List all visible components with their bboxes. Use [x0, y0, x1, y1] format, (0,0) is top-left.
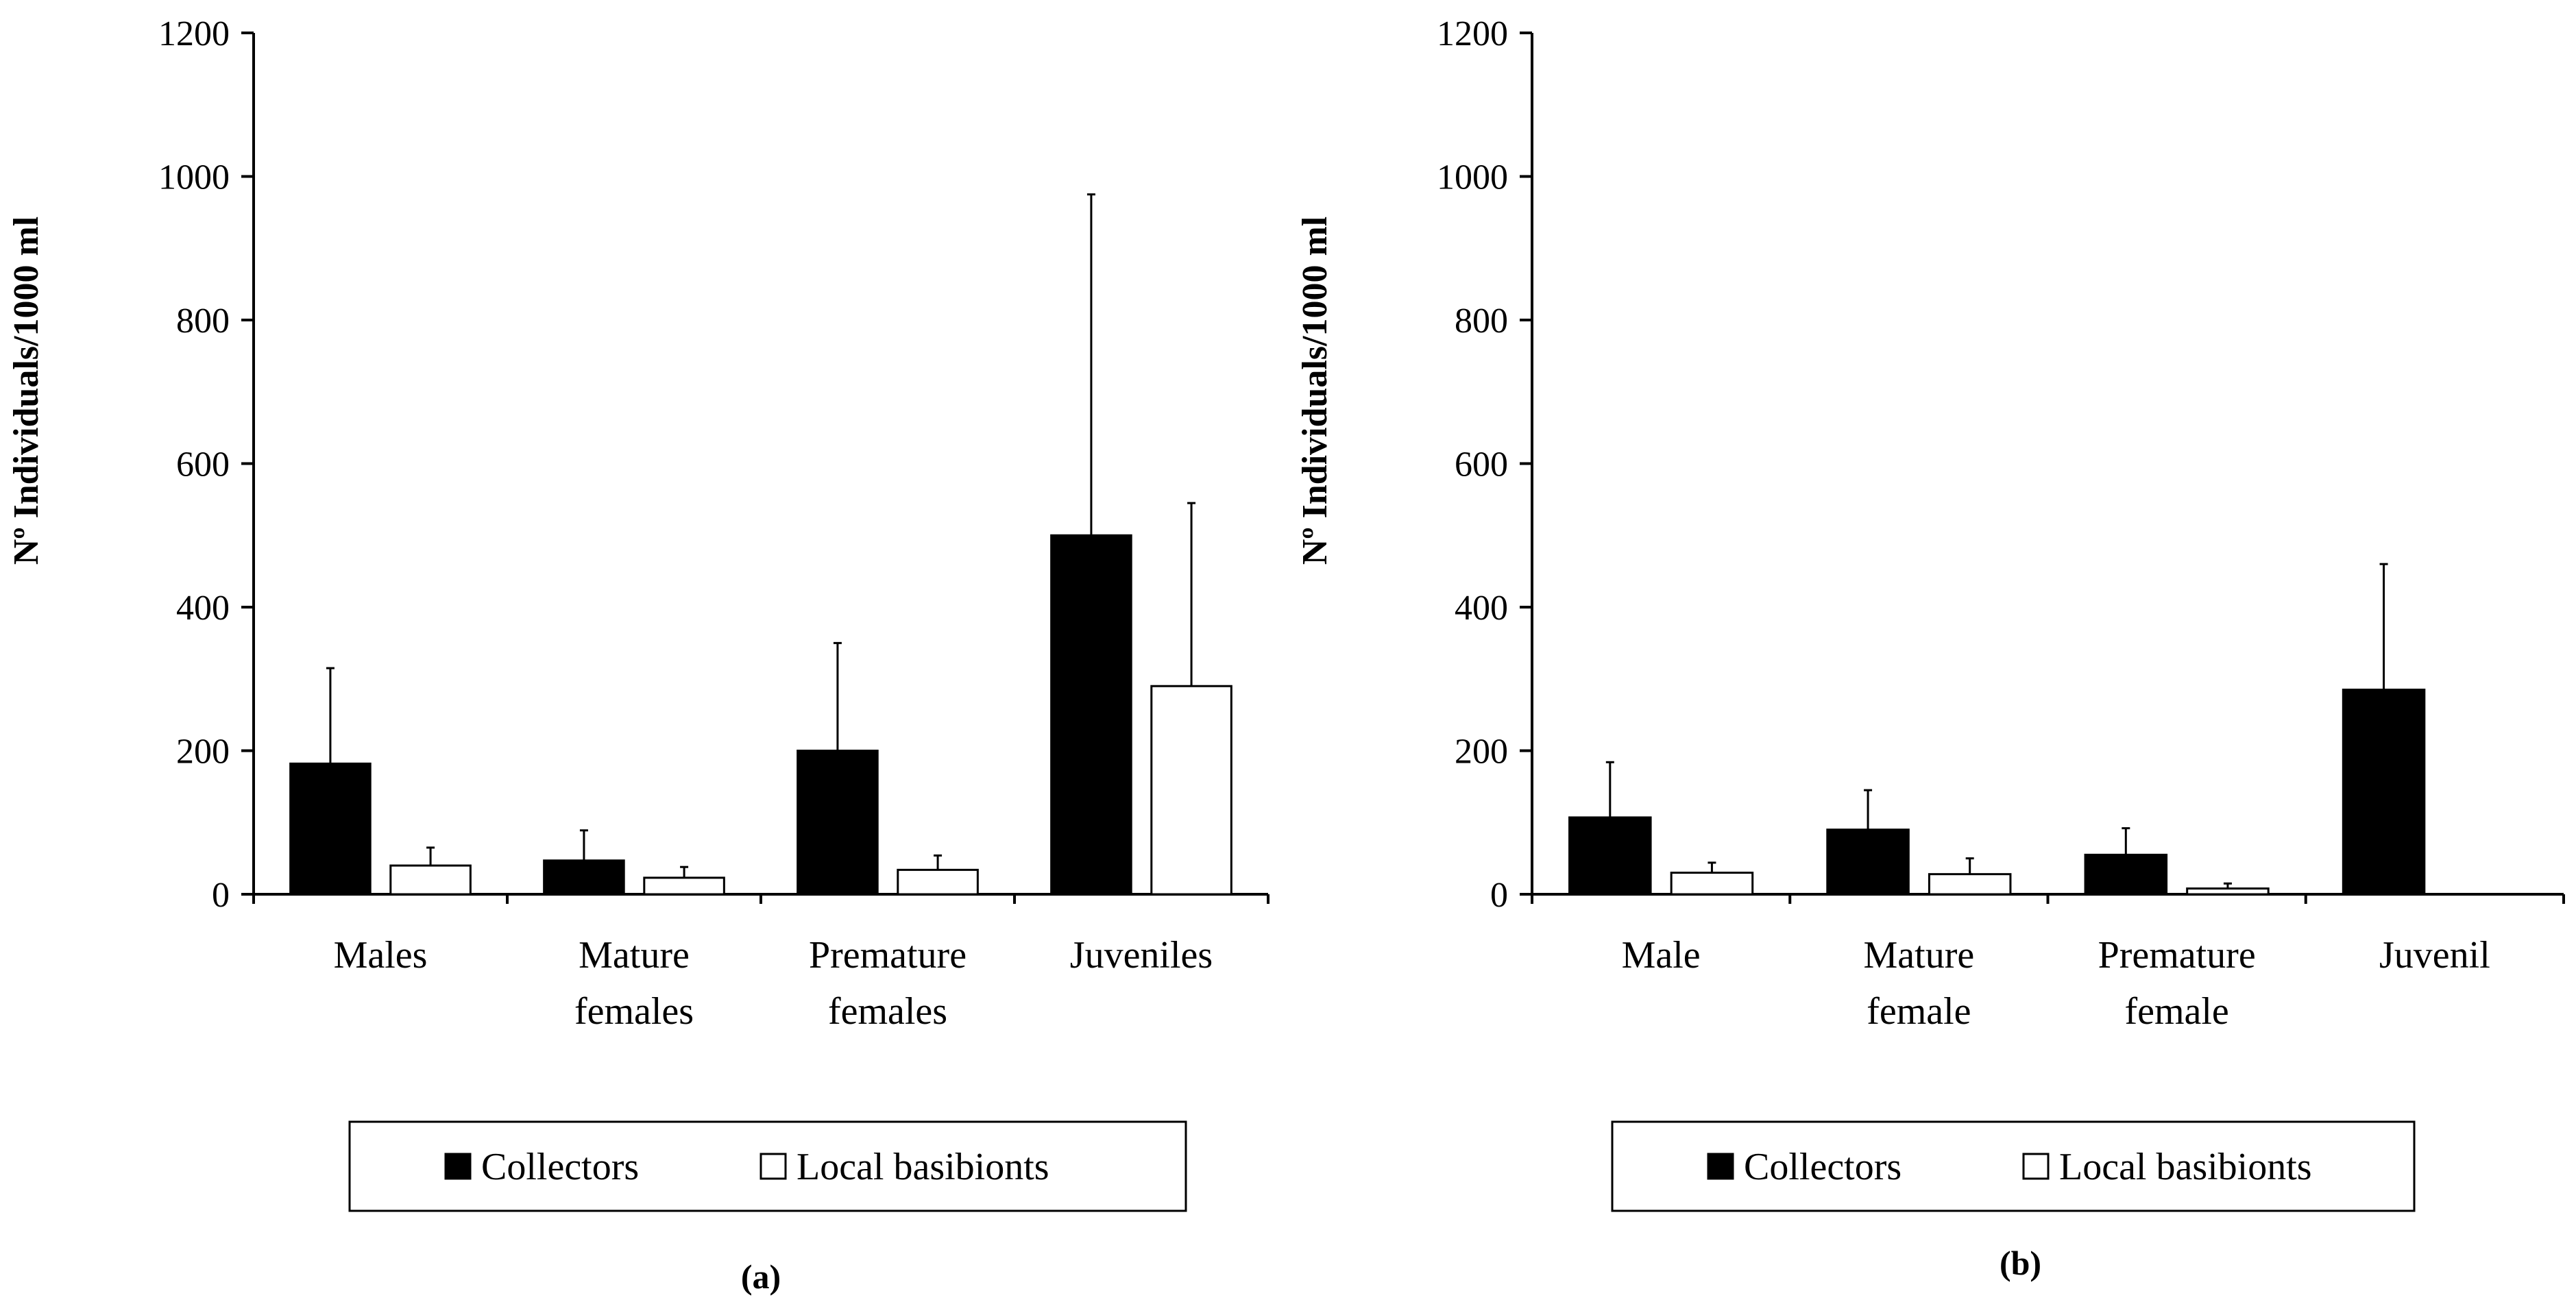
- legend-label-local-basibionts: Local basibionts: [2059, 1146, 2312, 1188]
- x-category-label: females: [574, 990, 694, 1033]
- x-category-label: Male: [1622, 934, 1701, 976]
- y-tick-label: 1000: [1437, 158, 1508, 197]
- y-tick-label: 0: [212, 876, 230, 915]
- bar-local-basibionts: [643, 876, 725, 896]
- x-category-label: Premature: [2098, 934, 2256, 976]
- panel-label: (b): [2000, 1244, 2041, 1282]
- legend-swatch-local-basibionts: [760, 1153, 787, 1180]
- y-tick-label: 800: [176, 302, 230, 341]
- x-category-label: Mature: [579, 934, 690, 976]
- y-tick-label: 1000: [158, 158, 230, 197]
- y-tick-label: 200: [1455, 733, 1508, 772]
- x-category-label: Males: [334, 934, 428, 976]
- y-tick-label: 0: [1490, 876, 1508, 915]
- legend-label-collectors: Collectors: [481, 1146, 639, 1188]
- x-category-label: Juvenil: [2379, 934, 2490, 976]
- chart-panel-b: 0 200 400 600 800 1000 1200 Nº Individuals/1000…: [1296, 14, 2565, 1282]
- y-axis-label: Nº Individuals/1000 ml: [1296, 217, 1335, 565]
- y-tick-label: 1200: [158, 14, 230, 53]
- x-category-label: female: [1867, 990, 1971, 1033]
- bar-collectors: [289, 762, 372, 896]
- y-tick-label: 400: [176, 589, 230, 628]
- bar-local-basibionts: [1150, 685, 1232, 896]
- y-tick-label: 200: [176, 733, 230, 772]
- legend-swatch-collectors: [1707, 1153, 1734, 1180]
- bar-local-basibionts: [2186, 887, 2270, 896]
- y-tick-label: 800: [1455, 302, 1508, 341]
- bar-collectors: [1826, 828, 1910, 896]
- bar-collectors: [2084, 853, 2168, 896]
- bar-collectors: [543, 859, 625, 896]
- bar-collectors: [1568, 816, 1652, 896]
- y-axis-label: Nº Individuals/1000 ml: [7, 217, 46, 565]
- y-tick-label: 400: [1455, 589, 1508, 628]
- chart-panel-a: 0 200 400 600 800 1000 1200 Nº Individuals/1000…: [7, 14, 1269, 1296]
- legend-box: [1611, 1120, 2416, 1212]
- bar-local-basibionts: [1670, 872, 1754, 896]
- y-tick-label: 600: [176, 445, 230, 484]
- legend-swatch-collectors: [444, 1153, 472, 1180]
- x-category-label: Juveniles: [1070, 934, 1213, 976]
- x-category-label: females: [828, 990, 947, 1033]
- bar-local-basibionts: [389, 864, 472, 896]
- bar-collectors: [2342, 688, 2426, 896]
- bar-collectors: [1050, 534, 1132, 896]
- legend-label-collectors: Collectors: [1744, 1146, 1901, 1188]
- y-tick-label: 600: [1455, 445, 1508, 484]
- y-tick-label: 1200: [1437, 14, 1508, 53]
- x-category-label: female: [2124, 990, 2228, 1033]
- bar-local-basibionts: [1928, 873, 2012, 896]
- legend-label-local-basibionts: Local basibionts: [797, 1146, 1049, 1188]
- legend-swatch-local-basibionts: [2022, 1153, 2050, 1180]
- bar-collectors: [797, 750, 879, 896]
- x-category-label: Premature: [809, 934, 967, 976]
- bar-local-basibionts: [897, 868, 979, 896]
- x-category-label: Mature: [1864, 934, 1975, 976]
- panel-label: (a): [741, 1257, 781, 1296]
